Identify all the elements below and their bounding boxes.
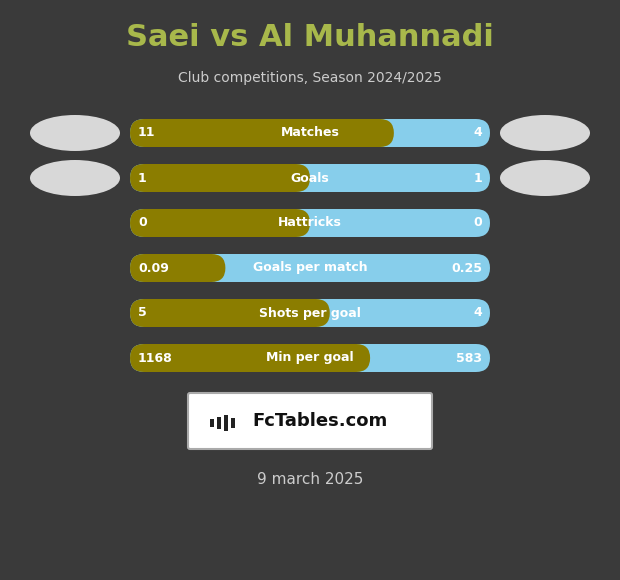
- FancyBboxPatch shape: [231, 418, 235, 428]
- Text: 1168: 1168: [138, 351, 173, 364]
- Text: 9 march 2025: 9 march 2025: [257, 473, 363, 488]
- FancyBboxPatch shape: [188, 393, 432, 449]
- Text: Matches: Matches: [281, 126, 339, 140]
- Text: 0: 0: [138, 216, 147, 230]
- FancyBboxPatch shape: [130, 209, 490, 237]
- FancyBboxPatch shape: [130, 254, 490, 282]
- Text: 1: 1: [473, 172, 482, 184]
- Ellipse shape: [30, 115, 120, 151]
- FancyBboxPatch shape: [130, 254, 226, 282]
- Text: Goals per match: Goals per match: [253, 262, 367, 274]
- Text: 5: 5: [138, 306, 147, 320]
- FancyBboxPatch shape: [210, 419, 214, 427]
- Text: Shots per goal: Shots per goal: [259, 306, 361, 320]
- Text: 4: 4: [473, 126, 482, 140]
- Text: 0: 0: [473, 216, 482, 230]
- FancyBboxPatch shape: [130, 344, 490, 372]
- FancyBboxPatch shape: [217, 416, 221, 429]
- Text: 11: 11: [138, 126, 156, 140]
- FancyBboxPatch shape: [130, 164, 490, 192]
- FancyBboxPatch shape: [130, 299, 330, 327]
- FancyBboxPatch shape: [130, 344, 370, 372]
- FancyBboxPatch shape: [130, 209, 310, 237]
- FancyBboxPatch shape: [130, 164, 310, 192]
- Text: FcTables.com: FcTables.com: [252, 412, 388, 430]
- Text: 4: 4: [473, 306, 482, 320]
- Ellipse shape: [500, 115, 590, 151]
- FancyBboxPatch shape: [130, 299, 490, 327]
- Text: 583: 583: [456, 351, 482, 364]
- FancyBboxPatch shape: [224, 415, 228, 431]
- Text: Club competitions, Season 2024/2025: Club competitions, Season 2024/2025: [178, 71, 442, 85]
- FancyBboxPatch shape: [130, 119, 490, 147]
- Text: 0.25: 0.25: [451, 262, 482, 274]
- Text: Saei vs Al Muhannadi: Saei vs Al Muhannadi: [126, 24, 494, 53]
- Text: 0.09: 0.09: [138, 262, 169, 274]
- Ellipse shape: [30, 160, 120, 196]
- Text: Min per goal: Min per goal: [266, 351, 354, 364]
- Text: Goals: Goals: [291, 172, 329, 184]
- Ellipse shape: [500, 160, 590, 196]
- FancyBboxPatch shape: [130, 119, 394, 147]
- Text: Hattricks: Hattricks: [278, 216, 342, 230]
- Text: 1: 1: [138, 172, 147, 184]
